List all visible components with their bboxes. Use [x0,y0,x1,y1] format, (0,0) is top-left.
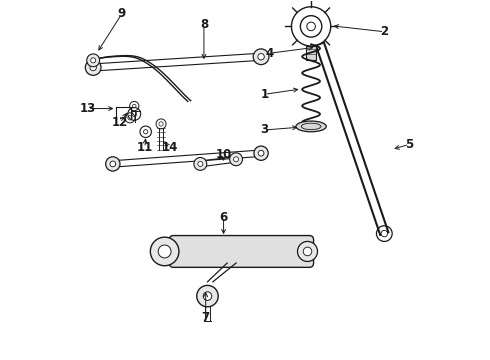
Circle shape [230,153,243,166]
Circle shape [197,285,218,307]
Text: 8: 8 [200,18,208,31]
Circle shape [150,237,179,266]
Text: 6: 6 [220,211,228,224]
Circle shape [254,146,268,160]
Circle shape [253,49,269,64]
Circle shape [194,157,207,170]
Text: 3: 3 [261,123,269,136]
Circle shape [91,58,96,63]
Text: 12: 12 [112,116,128,129]
Circle shape [87,54,99,67]
Text: 13: 13 [80,102,96,115]
Circle shape [258,150,264,156]
Text: 14: 14 [162,141,178,154]
Circle shape [106,157,120,171]
Circle shape [203,292,212,300]
Circle shape [297,242,318,261]
Text: 11: 11 [137,141,153,154]
FancyBboxPatch shape [169,235,314,267]
Text: 10: 10 [216,148,232,162]
Circle shape [258,54,264,60]
Text: 1: 1 [261,88,269,101]
Circle shape [85,60,101,75]
FancyBboxPatch shape [306,46,317,60]
Text: 4: 4 [266,47,274,60]
Circle shape [90,64,97,71]
Circle shape [234,157,239,162]
Circle shape [110,161,116,167]
Circle shape [198,161,203,166]
Circle shape [158,245,171,258]
Text: 5: 5 [405,138,414,151]
Ellipse shape [296,121,326,132]
Text: 9: 9 [118,8,126,21]
Circle shape [303,247,312,256]
Text: 2: 2 [380,25,389,38]
Text: 7: 7 [202,311,210,324]
